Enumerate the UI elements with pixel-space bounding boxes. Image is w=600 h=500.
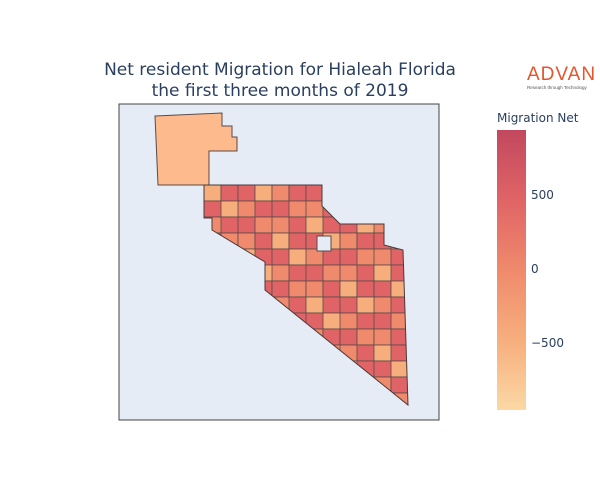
map-region	[356, 232, 375, 250]
map-region	[339, 296, 360, 314]
map-hole	[316, 235, 332, 252]
map-region	[373, 328, 392, 346]
map-region	[322, 280, 341, 298]
colorbar-title: Migration Net	[497, 111, 579, 125]
map-region	[356, 280, 375, 298]
map-region	[288, 200, 309, 218]
map-region	[204, 185, 222, 202]
map-region	[373, 280, 392, 298]
colorbar-tick-0: 0	[531, 262, 539, 276]
map-region	[339, 232, 358, 250]
map-region	[237, 200, 258, 218]
map-region	[305, 280, 324, 298]
map-region	[288, 185, 307, 202]
logo-name: ADVAN	[527, 64, 597, 85]
advan-logo: ADVAN Research through Technology	[527, 64, 597, 90]
map-region	[288, 280, 307, 298]
map-region	[220, 200, 241, 218]
map-region	[390, 376, 408, 394]
title-line-2: the first three months of 2019	[151, 81, 409, 101]
map-region-northwest	[154, 112, 238, 186]
map-region	[373, 344, 394, 362]
map-region	[288, 296, 309, 314]
map-region	[373, 296, 394, 314]
map-region	[271, 280, 290, 298]
map-region	[305, 185, 324, 202]
map-region	[254, 232, 273, 250]
map-outline	[203, 184, 409, 407]
map-region	[288, 232, 307, 250]
map-region	[305, 296, 326, 314]
map-region	[220, 185, 239, 202]
title-line-1: Net resident Migration for Hialeah Flori…	[104, 60, 456, 80]
map-region	[356, 296, 377, 314]
colorbar	[497, 130, 526, 410]
map-region	[356, 328, 375, 346]
map-region	[204, 200, 224, 218]
map-region	[271, 200, 292, 218]
logo-tagline: Research through Technology	[527, 85, 587, 90]
map-region	[288, 248, 309, 266]
map-region	[254, 185, 273, 202]
map-region	[254, 200, 275, 218]
map-region	[271, 185, 290, 202]
map-region	[356, 344, 377, 362]
map-region	[339, 248, 360, 266]
map-region	[373, 248, 394, 266]
map-title: Net resident Migration for Hialeah Flori…	[100, 60, 460, 102]
colorbar-tick-neg500: −500	[531, 336, 564, 350]
map-region	[356, 248, 377, 266]
map-region	[339, 328, 358, 346]
map-region	[271, 232, 290, 250]
map-region	[271, 248, 292, 266]
map-region	[237, 232, 256, 250]
map-region	[237, 185, 256, 202]
map-region	[322, 296, 343, 314]
colorbar-tick-500: 500	[531, 188, 554, 202]
map-region	[339, 280, 358, 298]
